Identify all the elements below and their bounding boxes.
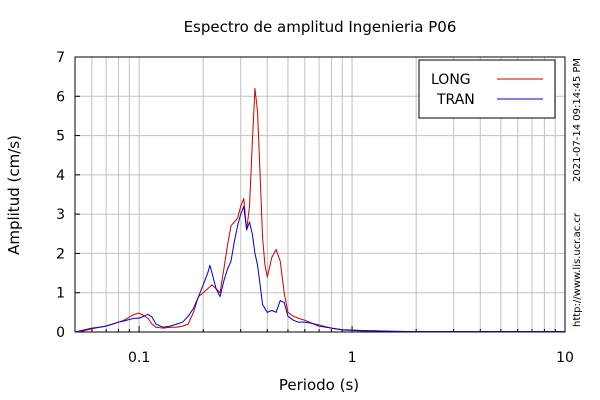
axis-ticks: 0.1 1 10 0 1 2 3 4 5 6 7 (56, 50, 574, 366)
series-line-long (74, 87, 565, 333)
y-tick-label: 6 (56, 89, 65, 105)
y-tick-label: 0 (56, 325, 65, 341)
legend-label-tran: TRAN (436, 92, 475, 108)
x-axis-label: Periodo (s) (279, 376, 359, 394)
grid-lines (75, 57, 565, 332)
series-line-tran (74, 205, 565, 333)
x-tick-label: 10 (556, 350, 574, 366)
legend-box (418, 59, 556, 119)
legend-label-long: LONG (431, 72, 471, 88)
y-tick-label: 5 (56, 129, 65, 145)
x-tick-label: 1 (348, 350, 357, 366)
y-tick-label: 7 (56, 50, 65, 66)
plot-frame (74, 56, 566, 333)
series-layer (74, 87, 565, 333)
chart-title: Espectro de amplitud Ingenieria P06 (184, 18, 457, 36)
y-tick-label: 4 (56, 168, 65, 184)
x-tick-label: 0.1 (128, 350, 150, 366)
legend: LONG TRAN (418, 59, 556, 119)
y-axis-label: Amplitud (cm/s) (5, 135, 23, 255)
y-tick-label: 3 (56, 207, 65, 223)
timestamp-text: 2021-07-14 09:14:45 PM (572, 58, 583, 182)
y-tick-label: 1 (56, 286, 65, 302)
url-text: http://www.lis.ucr.ac.cr (572, 212, 583, 327)
y-tick-label: 2 (56, 246, 65, 262)
